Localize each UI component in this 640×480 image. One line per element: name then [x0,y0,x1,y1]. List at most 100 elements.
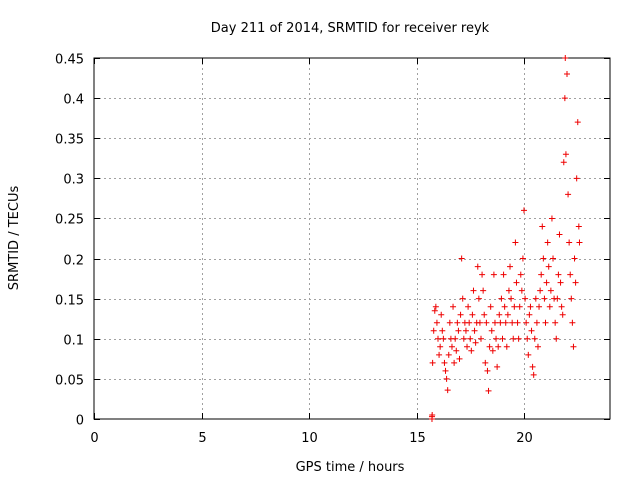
data-point [533,319,540,326]
data-point [503,343,510,350]
data-point [458,255,465,262]
y-tick-label: 0.35 [55,133,84,148]
x-tick-label: 20 [516,431,533,446]
data-point [466,319,473,326]
data-point [457,311,464,318]
data-point [453,347,460,354]
data-point [509,319,516,326]
data-point [562,55,569,61]
data-point [443,375,450,382]
data-point [432,303,439,310]
data-point [488,327,495,334]
data-point [573,175,580,182]
data-point [496,311,503,318]
data-point [571,255,578,262]
x-tick-label: 10 [301,431,318,446]
x-tick-label: 5 [198,431,206,446]
data-point [548,215,555,222]
data-point [490,271,497,278]
y-tick-label: 0.4 [63,93,84,108]
data-point [564,71,570,78]
data-point [489,347,496,354]
data-point [526,311,533,318]
data-point [448,343,455,350]
data-point [479,271,486,278]
data-point [515,335,522,342]
data-point [507,263,514,270]
data-point [546,303,553,310]
x-axis-label: GPS time / hours [296,460,405,475]
data-point [431,307,438,314]
data-point [437,343,444,350]
data-point [570,343,577,350]
data-point [433,319,440,326]
data-point [553,335,560,342]
y-tick-label: 0.2 [63,254,84,269]
data-point [444,387,451,394]
data-point [527,303,534,310]
data-point [486,343,493,350]
data-point [572,279,579,286]
data-point [476,319,483,326]
data-point [491,319,498,326]
data-point [485,387,492,394]
data-point [438,311,445,318]
data-point [450,303,457,310]
data-point [468,347,475,354]
data-point [436,351,443,358]
data-point [471,327,478,334]
data-point [459,295,466,302]
data-point [513,279,520,286]
y-tick-label: 0.15 [55,294,84,309]
data-point [528,327,535,334]
data-point [487,303,494,310]
data-point [541,295,548,302]
data-point [497,319,504,326]
data-point [556,231,563,238]
data-point [543,279,550,286]
data-point [454,319,461,326]
data-point [555,271,562,278]
data-point [532,295,539,302]
data-point [569,319,576,326]
data-point [445,351,452,358]
data-point [514,319,521,326]
data-point [478,335,484,342]
data-point [483,319,490,326]
y-tick-label: 0.3 [63,173,84,188]
data-point [566,239,573,246]
data-point [429,359,436,366]
data-point [576,239,583,246]
data-point [508,295,515,302]
data-point [518,287,525,294]
data-point [537,287,544,294]
data-point [430,327,437,334]
data-point [575,223,582,230]
data-point [455,327,462,334]
data-point [499,335,506,342]
data-point [559,311,566,318]
grid-layer [94,58,610,419]
data-point [462,327,469,334]
data-point [538,271,545,278]
data-point [475,295,482,302]
data-point [542,319,549,326]
data-point [530,371,537,378]
data-point [500,271,507,278]
data-point [470,287,477,294]
tick-layer: 0 5 10 15 20 0 0.05 0.1 0.15 0.2 0.25 0.3 0.35 0.4 0.4… [55,53,610,446]
y-axis-label: SRMTID / TECUs [7,186,22,291]
y-tick-label: 0 [76,414,84,429]
data-point [441,359,448,366]
data-point [544,239,551,246]
y-tick-label: 0.25 [55,213,84,228]
data-point [534,343,541,350]
data-point [574,119,581,126]
data-point [531,335,538,342]
data-point [493,335,500,342]
data-point [536,303,543,310]
data-point [439,327,446,334]
data-point [567,271,574,278]
